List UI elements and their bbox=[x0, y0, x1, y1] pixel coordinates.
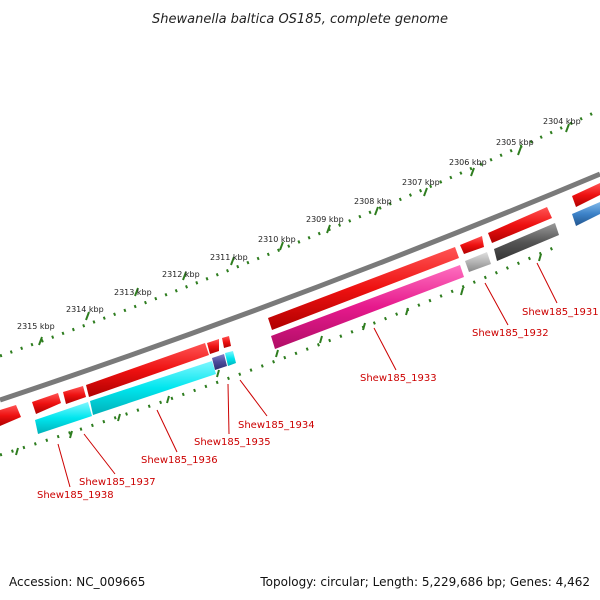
map-title: Shewanella baltica OS185, complete genom… bbox=[152, 12, 448, 27]
gene-reverse bbox=[225, 351, 236, 366]
gene-labels: Shew185_1931 Shew185_1932 Shew185_1933 S… bbox=[37, 307, 599, 501]
gene-label-1933: Shew185_1933 bbox=[360, 373, 437, 384]
scale-label: 2305 kbp bbox=[496, 138, 534, 147]
gene-reverse bbox=[271, 265, 464, 349]
scale-label: 2307 kbp bbox=[402, 178, 440, 187]
scale-label: 2313 kbp bbox=[114, 288, 152, 297]
scale-ticks bbox=[38, 123, 570, 346]
accession-text: Accession: NC_009665 bbox=[9, 575, 145, 589]
gene-label-1934: Shew185_1934 bbox=[238, 420, 315, 431]
scale-ring-inner bbox=[0, 243, 561, 457]
scale-label: 2315 kbp bbox=[17, 322, 55, 331]
gene-forward bbox=[460, 236, 484, 254]
scale-label: 2308 kbp bbox=[354, 197, 392, 206]
scale-label: 2314 kbp bbox=[66, 305, 104, 314]
scale-label: 2310 kbp bbox=[258, 235, 296, 244]
label-leaders bbox=[57, 262, 558, 488]
genome-summary-text: Topology: circular; Length: 5,229,686 bp… bbox=[259, 575, 590, 589]
gene-reverse bbox=[35, 402, 92, 434]
gene-forward bbox=[86, 343, 209, 397]
gene-label-1936: Shew185_1936 bbox=[141, 455, 218, 466]
gene-forward bbox=[268, 247, 459, 330]
scale-label: 2312 kbp bbox=[162, 270, 200, 279]
gene-label-1931: Shew185_1931 bbox=[522, 307, 599, 318]
gene-label-1932: Shew185_1932 bbox=[472, 328, 549, 339]
scale-labels: 2304 kbp 2305 kbp 2306 kbp 2307 kbp 2308… bbox=[17, 117, 581, 331]
scale-label: 2311 kbp bbox=[210, 253, 248, 262]
gene-reverse bbox=[465, 252, 491, 272]
scale-label: 2304 kbp bbox=[543, 117, 581, 126]
gene-forward bbox=[63, 386, 86, 404]
gene-forward bbox=[207, 339, 219, 354]
gene-label-1935: Shew185_1935 bbox=[194, 437, 271, 448]
gene-reverse bbox=[90, 361, 216, 415]
scale-label: 2309 kbp bbox=[306, 215, 344, 224]
genome-backbone bbox=[0, 171, 600, 403]
gene-forward bbox=[222, 336, 231, 348]
forward-strand bbox=[0, 183, 600, 426]
gene-forward bbox=[488, 207, 552, 243]
gene-forward bbox=[32, 393, 61, 414]
gene-forward bbox=[0, 405, 21, 426]
gene-forward bbox=[572, 183, 600, 207]
inner-ring-ticks bbox=[15, 253, 542, 456]
gene-reverse bbox=[494, 223, 559, 261]
gene-reverse bbox=[212, 354, 227, 370]
gene-label-1938: Shew185_1938 bbox=[37, 490, 114, 501]
gene-reverse bbox=[572, 202, 600, 226]
gene-label-1937: Shew185_1937 bbox=[79, 477, 156, 488]
scale-label: 2306 kbp bbox=[449, 158, 487, 167]
reverse-strand bbox=[35, 202, 600, 434]
scale-ring-outer bbox=[0, 108, 600, 358]
